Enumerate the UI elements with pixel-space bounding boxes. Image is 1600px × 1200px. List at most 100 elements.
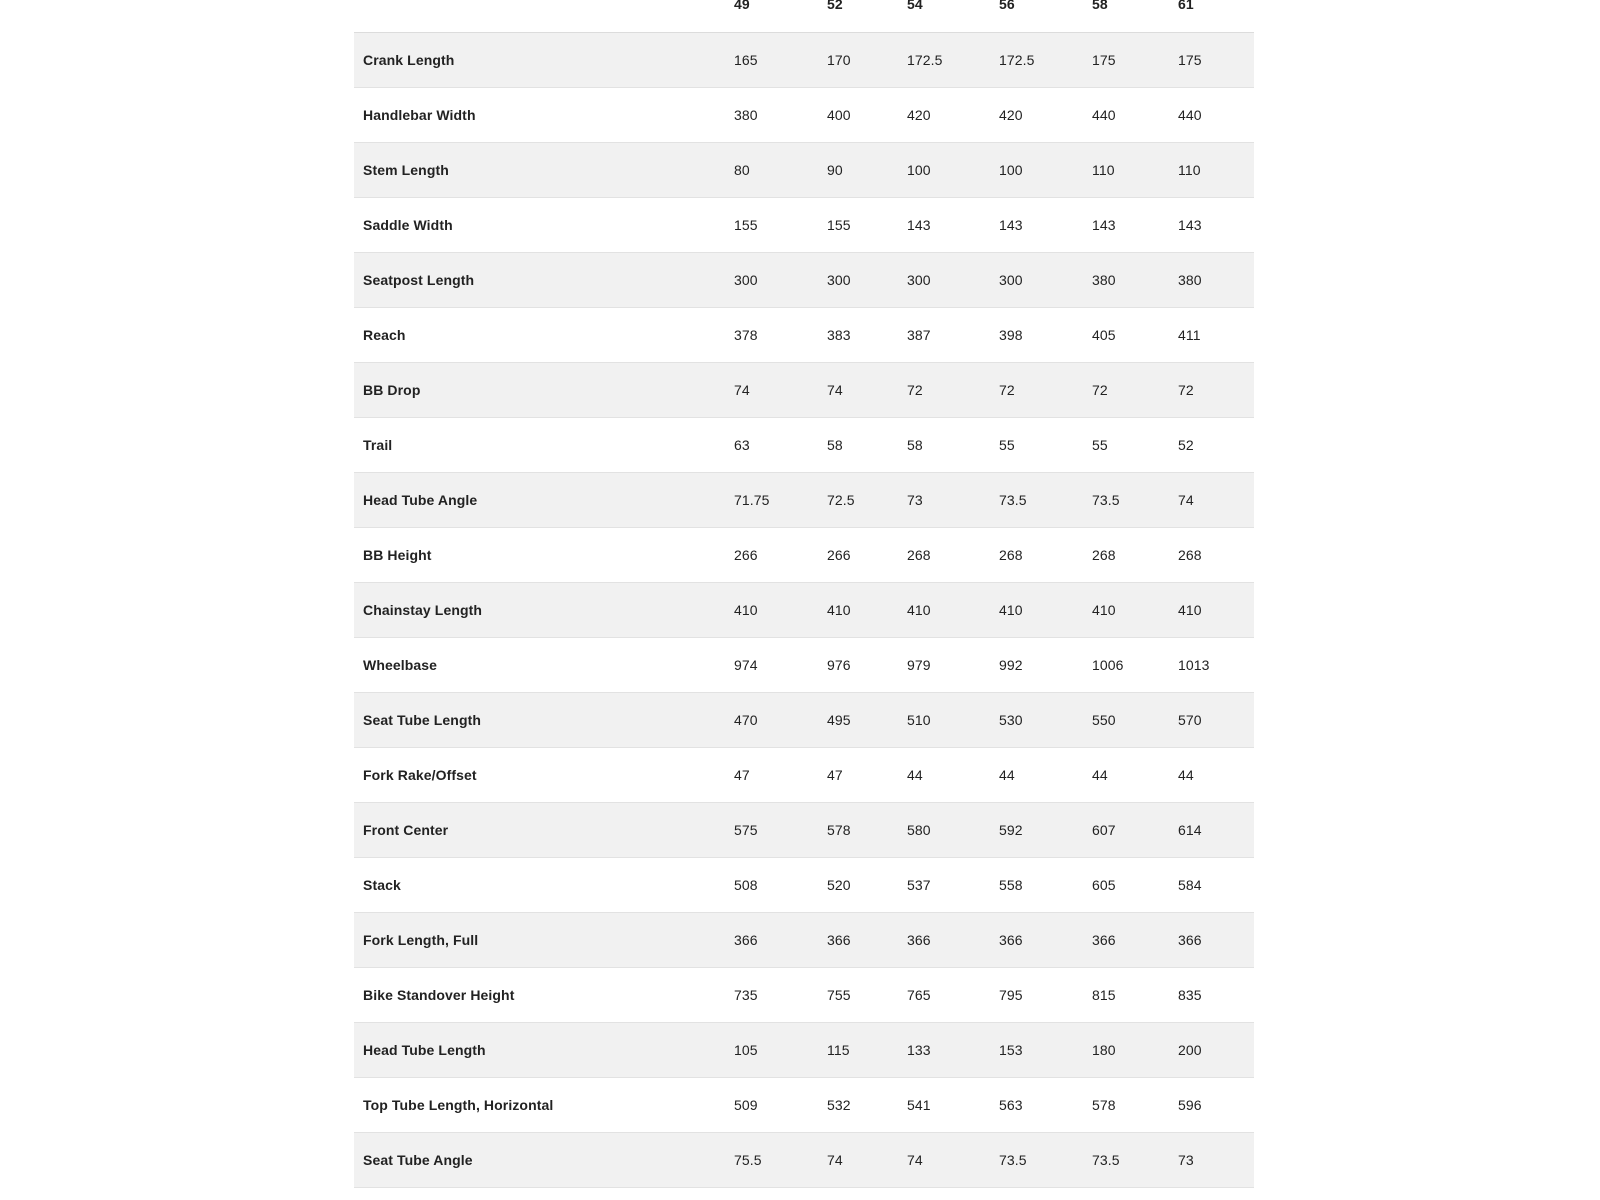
row-value: 410	[1178, 602, 1202, 618]
row-value: 584	[1178, 877, 1202, 893]
table-row: Head Tube Angle 71.75 72.5 73 73.5 73.5 74	[354, 473, 1254, 528]
row-value: 153	[999, 1042, 1023, 1058]
row-label: Head Tube Length	[363, 1042, 486, 1058]
row-value: 410	[734, 602, 758, 618]
size-header: 52	[827, 0, 843, 12]
row-value: 596	[1178, 1097, 1202, 1113]
row-value: 387	[907, 327, 931, 343]
row-value: 366	[827, 932, 851, 948]
row-value: 58	[827, 437, 843, 453]
table-row: Trail 63 58 58 55 55 52	[354, 418, 1254, 473]
row-value: 420	[907, 107, 931, 123]
row-label: Chainstay Length	[363, 602, 483, 618]
row-value: 420	[999, 107, 1023, 123]
row-value: 380	[734, 107, 758, 123]
row-value: 74	[907, 1152, 923, 1168]
row-value: 366	[734, 932, 758, 948]
row-value: 495	[827, 712, 851, 728]
row-value: 470	[734, 712, 758, 728]
row-value: 410	[1092, 602, 1116, 618]
row-value: 100	[907, 162, 931, 178]
row-value: 979	[907, 657, 931, 673]
row-value: 578	[1092, 1097, 1116, 1113]
table-row: BB Drop 74 74 72 72 72 72	[354, 363, 1254, 418]
table-row: Stem Length 80 90 100 100 110 110	[354, 143, 1254, 198]
row-value: 52	[1178, 437, 1194, 453]
row-value: 74	[827, 382, 843, 398]
row-label: BB Height	[363, 547, 432, 563]
row-value: 974	[734, 657, 758, 673]
table-row: Handlebar Width 380 400 420 420 440 440	[354, 88, 1254, 143]
row-value: 266	[827, 547, 851, 563]
row-value: 72	[1092, 382, 1108, 398]
row-value: 378	[734, 327, 758, 343]
row-value: 110	[1092, 162, 1115, 178]
row-value: 72	[907, 382, 923, 398]
row-value: 992	[999, 657, 1023, 673]
row-value: 380	[1178, 272, 1202, 288]
table-row: Wheelbase 974 976 979 992 1006 1013	[354, 638, 1254, 693]
table-row: Fork Rake/Offset 47 47 44 44 44 44	[354, 748, 1254, 803]
row-value: 44	[1178, 767, 1194, 783]
geometry-table: 49 52 54 56 58 61 Crank Length 165 170 172.…	[354, 0, 1254, 1188]
row-value: 765	[907, 987, 931, 1003]
row-value: 266	[734, 547, 758, 563]
row-value: 47	[827, 767, 843, 783]
table-row: Crank Length 165 170 172.5 172.5 175 175	[354, 33, 1254, 88]
row-value: 300	[999, 272, 1023, 288]
row-value: 575	[734, 822, 758, 838]
row-value: 440	[1178, 107, 1202, 123]
row-value: 100	[999, 162, 1023, 178]
row-value: 366	[907, 932, 931, 948]
table-row: BB Height 266 266 268 268 268 268	[354, 528, 1254, 583]
row-value: 300	[734, 272, 758, 288]
row-label: Fork Rake/Offset	[363, 767, 477, 783]
row-label: Wheelbase	[363, 657, 438, 673]
size-header: 54	[907, 0, 923, 12]
row-label: Top Tube Length, Horizontal	[363, 1097, 554, 1113]
row-label: Seat Tube Angle	[363, 1152, 473, 1168]
row-value: 835	[1178, 987, 1202, 1003]
row-label: Stack	[363, 877, 401, 893]
row-value: 73.5	[1092, 492, 1120, 508]
row-value: 410	[907, 602, 931, 618]
row-label: Front Center	[363, 822, 449, 838]
size-header: 58	[1092, 0, 1108, 12]
table-row: Seat Tube Length 470 495 510 530 550 570	[354, 693, 1254, 748]
row-label: Fork Length, Full	[363, 932, 479, 948]
row-value: 73.5	[999, 1152, 1027, 1168]
row-value: 73	[907, 492, 923, 508]
row-value: 411	[1178, 327, 1201, 343]
table-row: Top Tube Length, Horizontal 509 532 541 563 5…	[354, 1078, 1254, 1133]
row-value: 75.5	[734, 1152, 762, 1168]
row-value: 268	[1092, 547, 1116, 563]
size-header: 61	[1178, 0, 1194, 12]
table-row: Head Tube Length 105 115 133 153 180 200	[354, 1023, 1254, 1078]
row-value: 570	[1178, 712, 1202, 728]
row-label: Head Tube Angle	[363, 492, 478, 508]
row-value: 74	[1178, 492, 1194, 508]
row-value: 155	[734, 217, 758, 233]
row-value: 90	[827, 162, 843, 178]
row-label: Stem Length	[363, 162, 449, 178]
row-value: 74	[827, 1152, 843, 1168]
row-value: 755	[827, 987, 851, 1003]
row-value: 175	[1092, 52, 1116, 68]
row-value: 366	[999, 932, 1023, 948]
row-value: 383	[827, 327, 851, 343]
row-value: 80	[734, 162, 750, 178]
row-value: 72.5	[827, 492, 855, 508]
row-value: 55	[1092, 437, 1108, 453]
row-value: 74	[734, 382, 750, 398]
row-value: 520	[827, 877, 851, 893]
row-value: 73.5	[999, 492, 1027, 508]
row-value: 44	[1092, 767, 1108, 783]
table-row: Reach 378 383 387 398 405 411	[354, 308, 1254, 363]
row-value: 71.75	[734, 492, 770, 508]
row-value: 44	[999, 767, 1015, 783]
row-value: 398	[999, 327, 1023, 343]
row-label: Seatpost Length	[363, 272, 475, 288]
row-value: 73	[1178, 1152, 1194, 1168]
row-label: BB Drop	[363, 382, 421, 398]
row-label: Bike Standover Height	[363, 987, 515, 1003]
